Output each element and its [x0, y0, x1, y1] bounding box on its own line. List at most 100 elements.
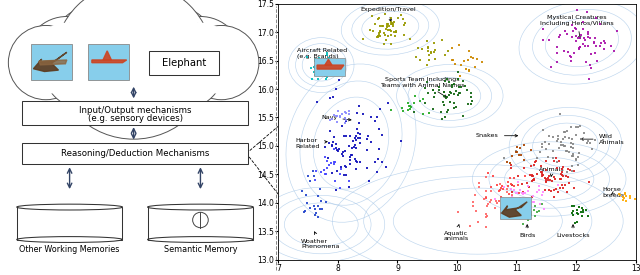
Point — [579, 130, 589, 135]
Point — [557, 167, 568, 172]
Point — [519, 212, 529, 216]
Point — [315, 57, 325, 62]
Point — [470, 192, 480, 197]
Point — [499, 185, 509, 189]
Point — [578, 209, 588, 214]
Point — [568, 152, 578, 156]
Point — [536, 141, 547, 146]
Point — [524, 185, 534, 189]
Point — [586, 52, 596, 57]
Point — [313, 204, 323, 208]
Point — [582, 32, 593, 36]
Point — [495, 211, 506, 215]
Circle shape — [50, 5, 142, 96]
Point — [541, 180, 551, 185]
Point — [513, 208, 523, 212]
Point — [347, 146, 357, 151]
Point — [547, 65, 557, 70]
Point — [396, 139, 406, 143]
Point — [344, 144, 354, 149]
Point — [507, 183, 517, 188]
Point — [552, 160, 563, 164]
Point — [352, 160, 362, 164]
Point — [517, 191, 527, 195]
Point — [380, 12, 390, 16]
Point — [509, 188, 519, 192]
Point — [592, 59, 602, 63]
Point — [568, 146, 579, 150]
Point — [474, 185, 484, 189]
Point — [482, 203, 492, 208]
Point — [355, 160, 365, 165]
Point — [442, 110, 452, 114]
Point — [452, 92, 463, 97]
Circle shape — [57, 12, 135, 89]
Point — [326, 161, 337, 165]
Point — [502, 190, 512, 194]
Point — [465, 91, 476, 96]
Polygon shape — [39, 60, 67, 65]
Polygon shape — [33, 52, 67, 72]
Text: Animals: Animals — [540, 167, 565, 177]
Point — [581, 208, 591, 213]
Circle shape — [134, 20, 225, 110]
Point — [552, 60, 563, 64]
Point — [514, 153, 524, 157]
Point — [328, 162, 339, 166]
Point — [372, 115, 382, 120]
Point — [387, 20, 397, 25]
Point — [547, 179, 557, 183]
Text: Other Working Memories: Other Working Memories — [19, 245, 120, 254]
Point — [572, 220, 582, 225]
Circle shape — [165, 23, 236, 93]
Point — [504, 192, 514, 197]
Point — [339, 173, 349, 177]
Point — [528, 177, 538, 182]
Point — [312, 71, 322, 75]
Point — [323, 53, 333, 57]
Point — [509, 184, 519, 188]
Point — [621, 198, 632, 203]
Point — [321, 172, 332, 176]
Point — [515, 211, 525, 216]
Point — [410, 94, 420, 98]
Point — [447, 58, 457, 63]
Point — [383, 22, 393, 26]
Point — [337, 124, 347, 128]
Point — [585, 141, 595, 145]
Point — [561, 174, 571, 178]
Point — [369, 119, 380, 123]
Point — [512, 145, 522, 149]
Point — [465, 68, 475, 73]
Point — [453, 70, 463, 74]
Point — [305, 206, 315, 210]
Point — [321, 70, 331, 75]
Point — [332, 119, 342, 124]
Polygon shape — [103, 51, 111, 60]
Point — [506, 166, 516, 170]
Point — [554, 34, 564, 39]
Point — [499, 156, 509, 160]
Point — [514, 191, 524, 196]
Point — [520, 143, 530, 147]
Point — [335, 186, 346, 191]
Point — [410, 110, 420, 114]
Point — [370, 22, 380, 27]
Point — [315, 58, 325, 62]
Point — [325, 96, 335, 100]
Point — [391, 30, 401, 34]
Point — [332, 114, 342, 119]
Point — [538, 192, 548, 197]
Point — [449, 82, 459, 86]
Circle shape — [79, 0, 188, 98]
Point — [358, 37, 368, 41]
Point — [567, 23, 577, 28]
Point — [537, 173, 547, 178]
Point — [325, 62, 335, 66]
Point — [398, 109, 408, 113]
Circle shape — [14, 31, 78, 94]
Point — [509, 202, 520, 207]
Point — [580, 37, 590, 42]
Point — [537, 145, 547, 150]
Point — [365, 28, 376, 33]
